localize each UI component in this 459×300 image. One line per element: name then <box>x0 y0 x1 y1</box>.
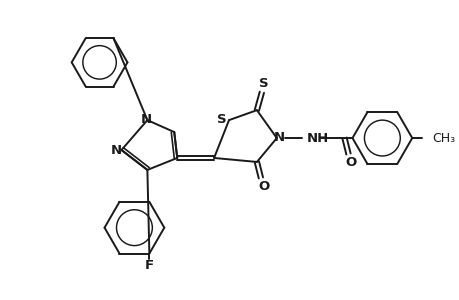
Text: O: O <box>345 156 356 170</box>
Text: NH: NH <box>306 132 328 145</box>
Text: S: S <box>217 112 226 126</box>
Text: F: F <box>145 259 154 272</box>
Text: N: N <box>274 130 285 144</box>
Text: N: N <box>140 112 151 126</box>
Text: S: S <box>258 77 268 90</box>
Text: O: O <box>257 180 269 193</box>
Text: CH₃: CH₃ <box>431 132 454 145</box>
Text: N: N <box>111 145 122 158</box>
